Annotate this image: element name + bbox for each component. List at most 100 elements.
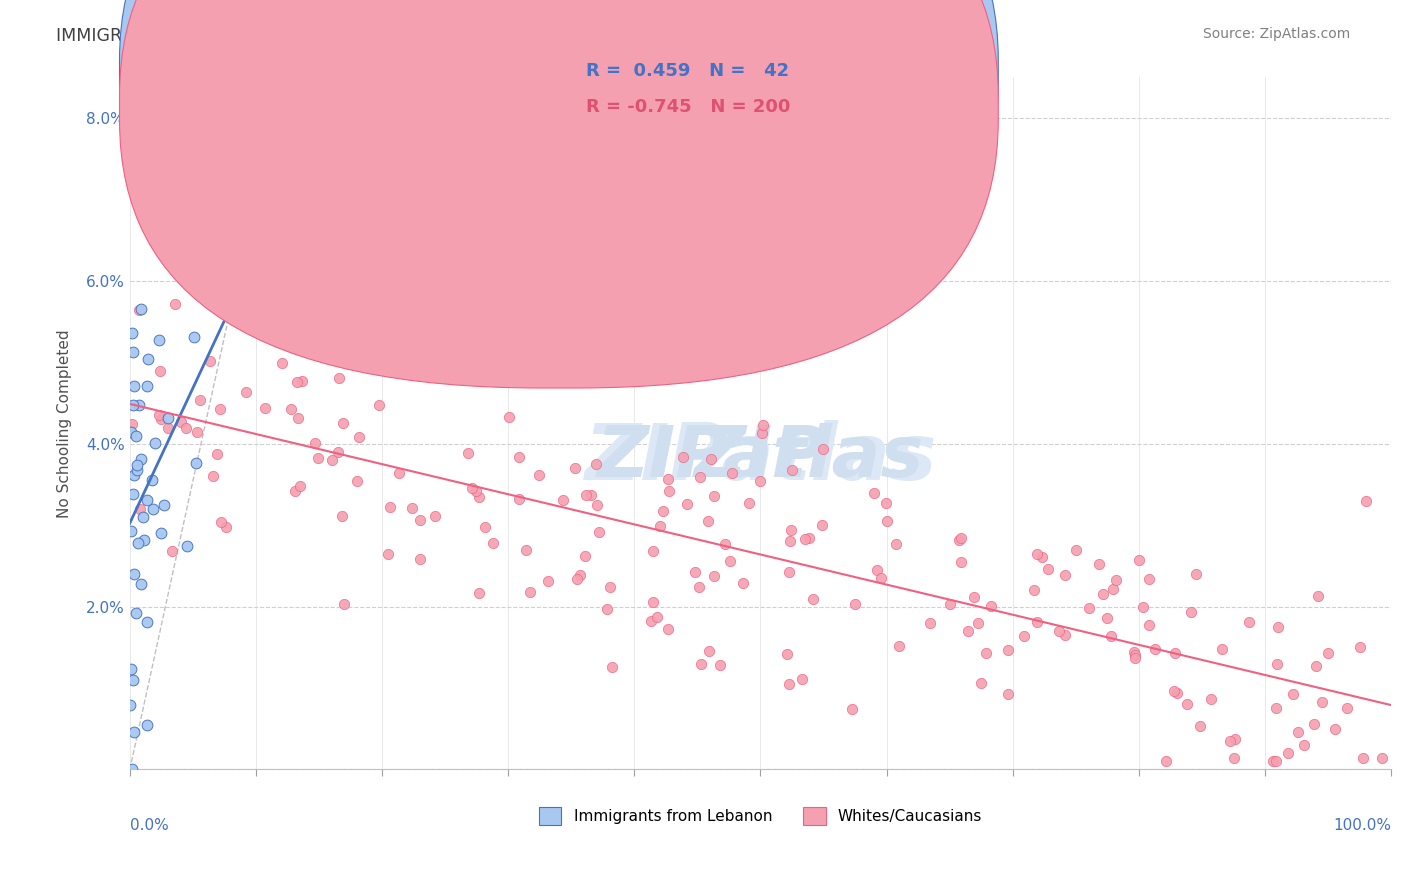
Point bbox=[870, 571, 893, 585]
Point bbox=[790, 672, 813, 686]
Point bbox=[703, 569, 725, 583]
Point bbox=[127, 536, 149, 550]
Point bbox=[1265, 657, 1288, 672]
Point bbox=[482, 536, 505, 550]
Point bbox=[1267, 620, 1289, 634]
Point bbox=[461, 481, 484, 495]
Point bbox=[271, 356, 294, 370]
Point bbox=[811, 442, 834, 456]
Point bbox=[280, 402, 302, 417]
Point bbox=[136, 493, 159, 508]
Point bbox=[1306, 589, 1329, 603]
Point bbox=[1078, 600, 1101, 615]
Point bbox=[149, 364, 172, 378]
Point bbox=[519, 585, 541, 599]
Point bbox=[136, 351, 159, 366]
Point bbox=[1348, 640, 1371, 655]
Point bbox=[876, 514, 898, 528]
Point bbox=[184, 456, 207, 470]
Point bbox=[121, 326, 143, 340]
Point bbox=[1102, 582, 1125, 596]
Point bbox=[464, 484, 486, 499]
Point bbox=[412, 358, 434, 372]
Point bbox=[467, 308, 489, 322]
Point bbox=[388, 467, 411, 481]
Point bbox=[1223, 751, 1246, 765]
Point bbox=[600, 660, 623, 674]
Point bbox=[950, 555, 973, 569]
Point bbox=[1036, 562, 1059, 576]
Point bbox=[125, 458, 148, 473]
Point bbox=[641, 595, 664, 609]
Point bbox=[651, 504, 673, 518]
Point bbox=[1180, 605, 1202, 619]
Point bbox=[361, 338, 384, 352]
Point bbox=[1099, 629, 1122, 643]
Point bbox=[700, 451, 723, 466]
Point bbox=[793, 532, 815, 546]
Point bbox=[1154, 754, 1177, 768]
Point bbox=[948, 533, 970, 547]
Point bbox=[1211, 642, 1233, 657]
Point bbox=[125, 606, 148, 620]
Point bbox=[205, 447, 228, 461]
Point bbox=[776, 647, 799, 661]
Point bbox=[209, 515, 232, 529]
Point bbox=[527, 467, 550, 482]
Point bbox=[1095, 611, 1118, 625]
Point bbox=[347, 430, 370, 444]
Point bbox=[253, 401, 276, 415]
Point bbox=[135, 615, 157, 629]
Point bbox=[703, 489, 725, 503]
Point bbox=[1137, 618, 1160, 632]
Point bbox=[170, 415, 193, 429]
Point bbox=[307, 450, 329, 465]
Point bbox=[235, 385, 257, 400]
Point bbox=[596, 602, 619, 616]
Point bbox=[186, 425, 208, 439]
Point bbox=[738, 496, 761, 510]
Point bbox=[409, 551, 432, 566]
Point bbox=[121, 762, 143, 776]
Point bbox=[565, 572, 588, 586]
Point bbox=[588, 524, 610, 539]
Point bbox=[672, 450, 695, 464]
Point bbox=[657, 472, 679, 486]
Point bbox=[143, 436, 166, 450]
Point bbox=[997, 687, 1019, 701]
Point bbox=[198, 354, 221, 368]
Point bbox=[731, 576, 754, 591]
Point bbox=[332, 597, 354, 611]
Point bbox=[640, 615, 662, 629]
Point bbox=[1219, 734, 1241, 748]
Y-axis label: No Schooling Completed: No Schooling Completed bbox=[58, 329, 72, 517]
Point bbox=[1123, 644, 1146, 658]
Point bbox=[120, 662, 142, 676]
Point bbox=[1091, 587, 1114, 601]
Point bbox=[997, 643, 1019, 657]
Text: 0.0%: 0.0% bbox=[129, 818, 169, 833]
Point bbox=[1047, 624, 1070, 639]
Text: ZIPatlas: ZIPatlas bbox=[596, 424, 924, 492]
Point bbox=[751, 418, 773, 433]
Point bbox=[1128, 553, 1150, 567]
Legend: Immigrants from Lebanon, Whites/Caucasians: Immigrants from Lebanon, Whites/Caucasia… bbox=[533, 801, 988, 831]
Point bbox=[1123, 648, 1146, 662]
Point bbox=[423, 508, 446, 523]
Point bbox=[779, 534, 801, 549]
Point bbox=[780, 523, 803, 537]
Point bbox=[467, 344, 489, 359]
Point bbox=[120, 698, 142, 712]
Point bbox=[841, 702, 863, 716]
Point bbox=[326, 445, 349, 459]
Point bbox=[1317, 646, 1340, 660]
Point bbox=[1026, 547, 1049, 561]
Point bbox=[749, 474, 772, 488]
Point bbox=[1053, 567, 1076, 582]
Point bbox=[134, 168, 156, 182]
Point bbox=[1088, 557, 1111, 571]
Point bbox=[778, 565, 800, 579]
Point bbox=[122, 673, 145, 687]
Point bbox=[332, 416, 354, 430]
Point bbox=[122, 567, 145, 582]
